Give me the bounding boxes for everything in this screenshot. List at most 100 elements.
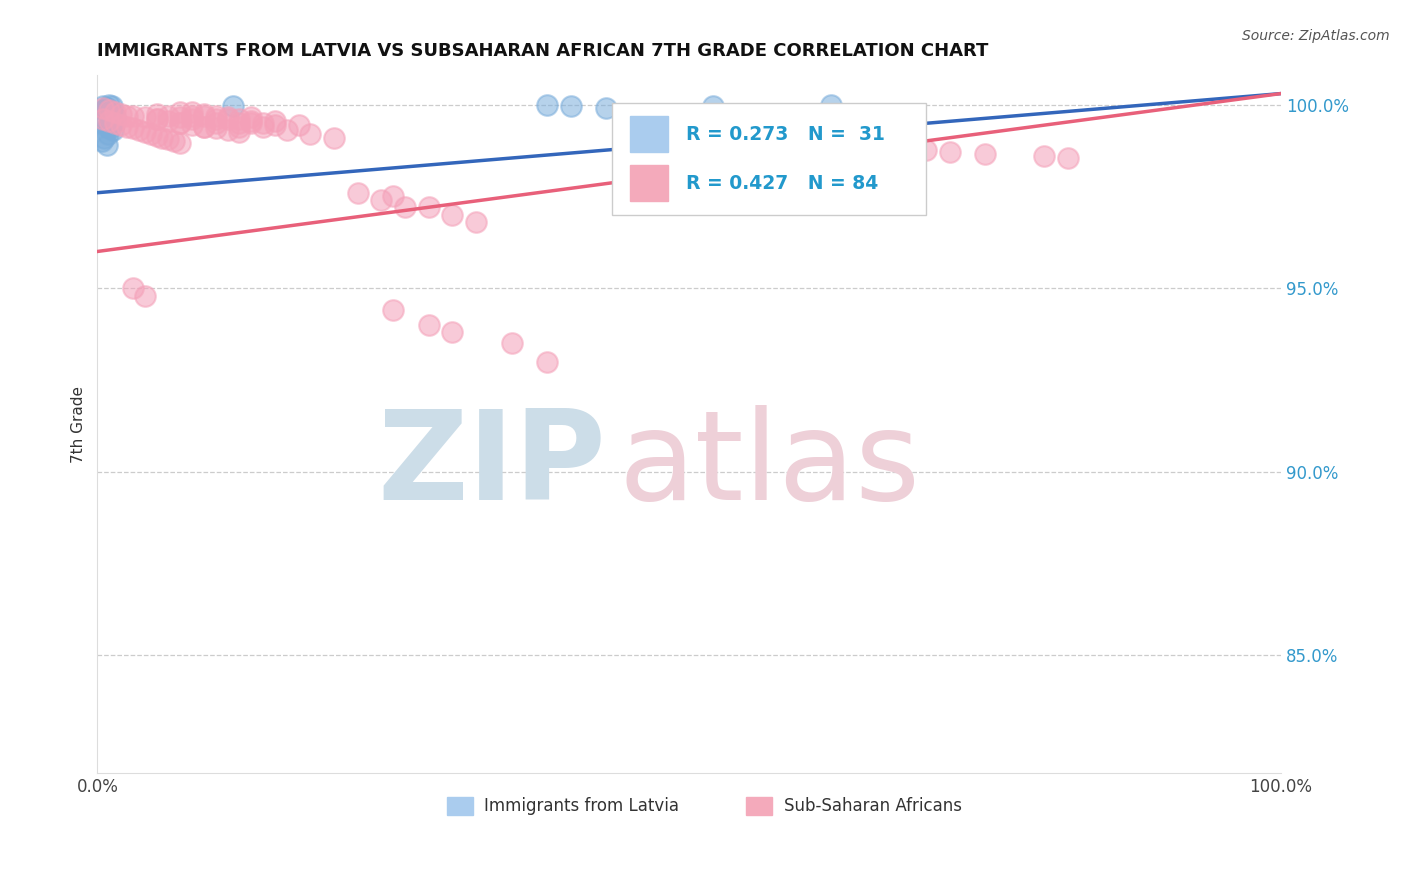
Point [98,118,121,132]
Point [91,112,114,127]
Bar [747,797,772,814]
Point [104,111,127,125]
Point [264,118,287,132]
Point [110,118,132,132]
Point [346,186,368,200]
Point [536,354,558,368]
Point [228,116,250,130]
Point [702,99,724,113]
Point [228,120,250,134]
Point [217,123,239,137]
Point [157,109,180,123]
Point [121,121,143,136]
Point [193,120,215,134]
Point [101,107,124,121]
Point [101,123,124,137]
Point [169,104,191,119]
Point [382,303,405,318]
FancyBboxPatch shape [612,103,927,215]
Point [323,130,346,145]
Point [560,99,582,113]
Text: Immigrants from Latvia: Immigrants from Latvia [485,797,679,815]
Y-axis label: 7th Grade: 7th Grade [72,385,86,463]
Text: Source: ZipAtlas.com: Source: ZipAtlas.com [1241,29,1389,43]
Point [139,127,162,141]
Point [101,109,124,123]
Point [204,112,226,127]
Point [382,189,405,203]
Point [370,193,392,207]
Point [1033,149,1056,163]
Point [228,125,250,139]
Point [228,112,250,127]
Point [240,114,263,128]
Point [1057,151,1080,165]
Point [145,112,167,127]
Point [91,99,114,113]
Point [418,318,440,332]
Point [222,99,245,113]
Point [394,201,416,215]
Point [163,134,186,148]
Text: ZIP: ZIP [378,406,606,526]
Point [181,104,204,119]
Point [157,132,180,146]
Point [252,116,274,130]
Point [938,145,960,160]
Bar [630,116,668,153]
Point [181,109,204,123]
Point [915,144,938,158]
Point [97,127,120,141]
Point [96,101,118,115]
Point [204,109,226,123]
Point [418,201,440,215]
Text: IMMIGRANTS FROM LATVIA VS SUBSAHARAN AFRICAN 7TH GRADE CORRELATION CHART: IMMIGRANTS FROM LATVIA VS SUBSAHARAN AFR… [97,42,988,60]
Point [134,125,156,139]
Point [100,112,122,127]
Text: atlas: atlas [619,406,921,526]
Point [96,138,118,153]
Point [152,130,174,145]
Point [169,116,191,130]
Point [98,114,121,128]
Point [441,325,464,339]
Point [98,104,121,119]
Text: Sub-Saharan Africans: Sub-Saharan Africans [783,797,962,815]
Point [121,281,143,295]
Point [264,114,287,128]
Point [240,116,263,130]
Point [974,147,997,161]
Point [94,101,117,115]
Point [217,111,239,125]
Text: R = 0.273   N =  31: R = 0.273 N = 31 [686,125,884,144]
Point [104,116,127,130]
Point [134,288,156,302]
Point [441,208,464,222]
Point [121,109,143,123]
Point [115,109,138,123]
Point [128,123,150,137]
Point [145,128,167,143]
Point [96,120,118,134]
Point [181,112,204,127]
Point [91,101,114,115]
Point [98,121,121,136]
Point [94,116,117,130]
Text: R = 0.427   N = 84: R = 0.427 N = 84 [686,174,877,193]
Point [115,120,138,134]
Point [204,121,226,136]
Point [98,97,121,112]
Point [97,103,120,117]
Point [193,109,215,123]
Point [855,140,877,154]
Point [145,112,167,127]
Point [104,114,127,128]
Point [97,104,120,119]
Point [104,104,127,119]
Bar [630,165,668,202]
Point [820,97,842,112]
Point [169,111,191,125]
Point [217,112,239,127]
Point [100,99,122,113]
Point [181,118,204,132]
